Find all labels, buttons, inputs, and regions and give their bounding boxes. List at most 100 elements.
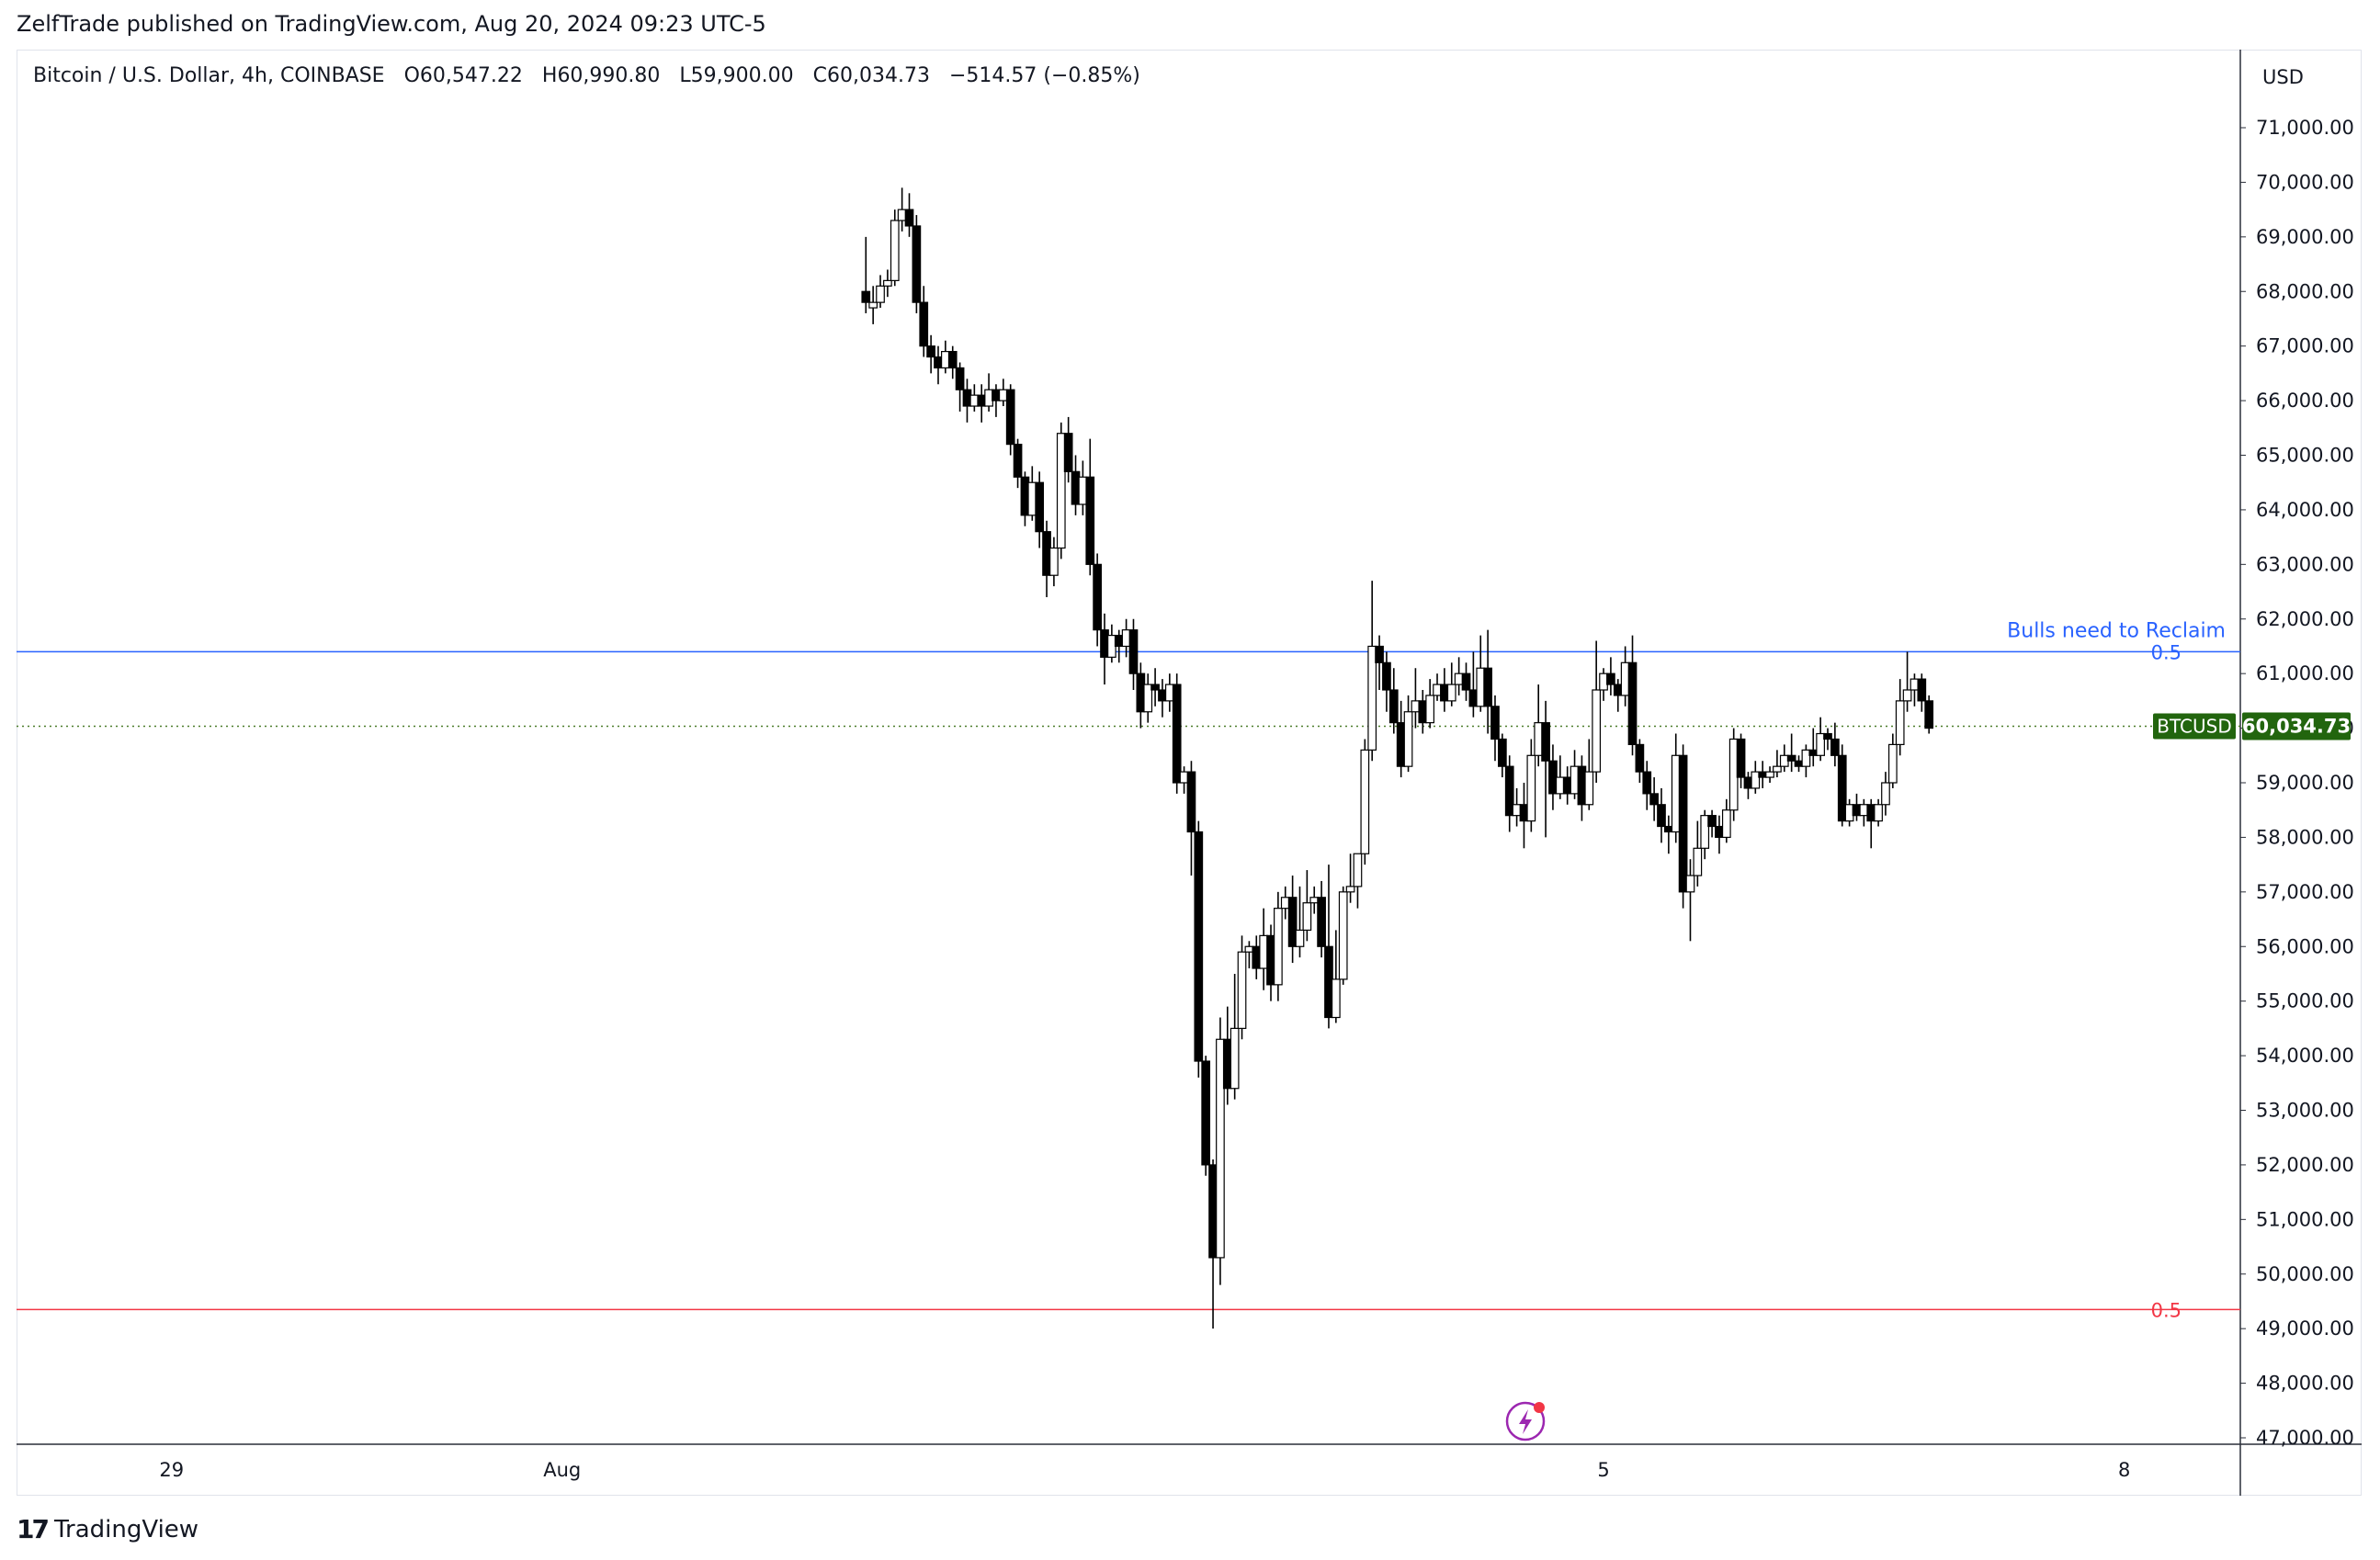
candle-up	[1693, 847, 1703, 876]
price-tick-label: 59,000.00	[2256, 772, 2354, 794]
candle-up	[1353, 853, 1363, 887]
candle-up	[1360, 749, 1370, 854]
candle-up	[1403, 711, 1413, 767]
candle-down	[1715, 825, 1724, 839]
candle-down	[1541, 722, 1550, 762]
candle-up	[883, 279, 892, 287]
candle-down	[1440, 684, 1449, 702]
candle-up	[1230, 1027, 1240, 1090]
candle-down	[1794, 760, 1804, 767]
ohlc-open: O60,547.22	[403, 64, 523, 87]
tradingview-logo-icon: 𝟭𝟳	[17, 1514, 50, 1544]
candle-up	[969, 394, 980, 407]
candle-up	[1244, 945, 1254, 953]
candle-down	[1562, 776, 1572, 795]
candle-up	[1599, 673, 1608, 691]
candle-down	[1664, 825, 1673, 833]
candle-up	[1338, 891, 1348, 980]
candle-down	[1548, 760, 1558, 795]
candle-down	[1606, 673, 1615, 685]
price-tick-label: 51,000.00	[2256, 1208, 2354, 1230]
candle-down	[1194, 831, 1204, 1062]
last-price-label: 60,034.73	[2242, 716, 2351, 738]
candle-down	[1468, 689, 1479, 707]
price-tick-label: 54,000.00	[2256, 1045, 2354, 1067]
symbol-badge[interactable]	[2153, 713, 2236, 740]
candle-up	[1143, 684, 1153, 713]
candle-down	[1375, 645, 1384, 663]
candle-up	[1844, 804, 1854, 822]
candle-down	[861, 290, 871, 303]
candle-up	[1570, 765, 1580, 795]
candle-down	[1150, 684, 1160, 691]
candle-up	[1751, 771, 1761, 789]
candle-down	[1208, 1164, 1218, 1259]
candle-up	[1049, 547, 1059, 576]
candle-down	[1461, 673, 1471, 691]
candle-down	[912, 225, 922, 303]
event-marker-icon[interactable]	[1505, 1401, 1546, 1441]
tradingview-logo[interactable]: 𝟭𝟳 TradingView	[17, 1514, 198, 1544]
candle-down	[1758, 771, 1768, 778]
price-tick-label: 65,000.00	[2256, 445, 2354, 467]
candle-down	[1707, 815, 1717, 828]
candle-down	[1917, 678, 1927, 702]
price-tick-label: 70,000.00	[2256, 171, 2354, 193]
price-tick-label: 58,000.00	[2256, 826, 2354, 848]
candle-down	[926, 345, 935, 358]
candle-down	[1158, 689, 1167, 702]
price-tick-label: 71,000.00	[2256, 117, 2354, 139]
chart-pane[interactable]	[17, 50, 2362, 1496]
candle-down	[1201, 1060, 1211, 1166]
candle-up	[890, 220, 900, 281]
red-level-label: 0.5	[2151, 1299, 2182, 1321]
candle-down	[1005, 389, 1015, 446]
candle-down	[904, 209, 914, 227]
candle-up	[1773, 765, 1782, 773]
candle-up	[941, 351, 950, 369]
candle-down	[1172, 684, 1182, 784]
candle-down	[1128, 629, 1139, 674]
candle-up	[1446, 684, 1456, 702]
candle-up	[1895, 700, 1905, 746]
candle-down	[1924, 700, 1934, 729]
candle-down	[1317, 897, 1326, 947]
candle-up	[1056, 433, 1066, 549]
time-tick-label: 8	[2118, 1459, 2130, 1481]
candle-up	[1216, 1038, 1225, 1259]
candle-up	[1859, 804, 1869, 817]
candle-up	[1164, 684, 1174, 702]
candle-down	[1657, 804, 1666, 828]
price-tick-label: 49,000.00	[2256, 1317, 2354, 1340]
candle-up	[1765, 771, 1774, 778]
candle-up	[1259, 934, 1268, 969]
candle-up	[1555, 776, 1565, 795]
candle-down	[1649, 793, 1659, 806]
candle-down	[1013, 444, 1023, 478]
candle-up	[1274, 908, 1283, 986]
symbol-badge-label: BTCUSD	[2157, 716, 2231, 738]
candle-up	[998, 389, 1008, 401]
candle-up	[1179, 771, 1189, 784]
price-tick-label: 56,000.00	[2256, 935, 2354, 957]
ohlc-change: −514.57 (−0.85%)	[948, 64, 1140, 87]
time-tick-label: 29	[159, 1459, 184, 1481]
candle-down	[1042, 531, 1051, 576]
candle-down	[1613, 684, 1623, 696]
candle-down	[1823, 732, 1832, 740]
symbol-title[interactable]: Bitcoin / U.S. Dollar, 4h, COINBASE	[33, 64, 385, 87]
candle-down	[992, 389, 1001, 401]
candle-up	[1331, 978, 1341, 1019]
currency-button[interactable]: USD	[2262, 66, 2304, 88]
price-tick-label: 61,000.00	[2256, 662, 2354, 684]
blue-level-annotation[interactable]: Bulls need to Reclaim	[2007, 619, 2226, 642]
candle-down	[1114, 634, 1124, 648]
candle-down	[1786, 754, 1796, 762]
price-tick-label: 47,000.00	[2256, 1427, 2354, 1449]
candle-up	[1902, 689, 1912, 702]
candle-up	[1302, 902, 1312, 932]
candle-down	[1519, 804, 1529, 822]
price-tick-label: 57,000.00	[2256, 881, 2354, 903]
candle-down	[1186, 771, 1196, 833]
